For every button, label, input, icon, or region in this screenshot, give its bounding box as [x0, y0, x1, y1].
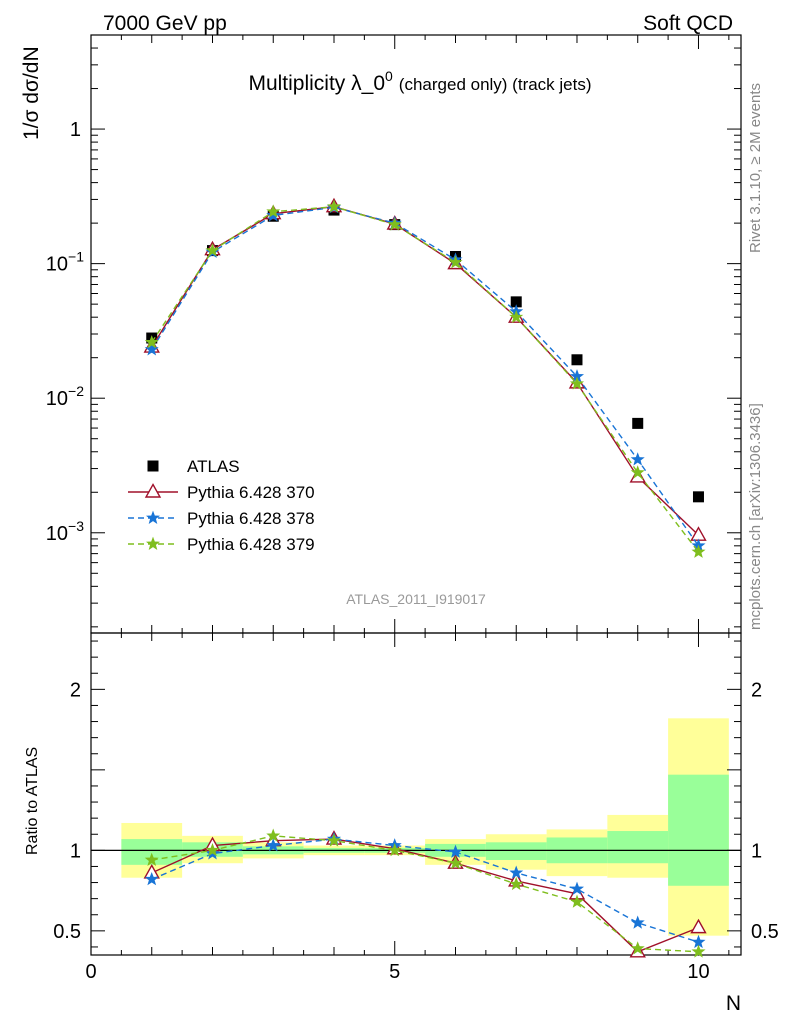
- ratio-y-tick-label-right: 0.5: [751, 921, 779, 943]
- legend-marker: [144, 483, 162, 498]
- header-left: 7000 GeV pp: [103, 12, 227, 35]
- band-green: [668, 774, 729, 886]
- main-series-point: [387, 217, 402, 231]
- ratio-y-tick-label-right: 1: [751, 840, 762, 862]
- ratio-y-tick-label-right: 2: [751, 679, 762, 701]
- main-series-point: [205, 243, 220, 257]
- main-title-sup: 0: [385, 68, 393, 84]
- band-green: [485, 842, 547, 861]
- ratio-series-point: [448, 855, 463, 870]
- main-series-line-2: [151, 206, 700, 547]
- ratio-series-point: [144, 871, 159, 886]
- ratio-xlabel: N: [726, 992, 741, 1015]
- y-tick-label: 10−3: [46, 518, 84, 545]
- ratio-y-tick-label: 0.5: [53, 921, 81, 943]
- legend-marker: [145, 536, 161, 551]
- main-series-point: [510, 296, 522, 308]
- y-tick-label: 10−2: [46, 383, 84, 410]
- main-series-point: [326, 199, 342, 213]
- main-series-point: [691, 544, 706, 558]
- main-title-text: Multiplicity λ_0: [248, 72, 385, 95]
- legend-label: Pythia 6.428 378: [187, 509, 315, 528]
- main-series-point: [630, 452, 645, 466]
- ratio-series-point: [630, 915, 645, 929]
- watermark: ATLAS_2011_I919017: [346, 591, 486, 607]
- ratio-series-point: [569, 894, 585, 908]
- x-tick-label: 10: [687, 961, 709, 983]
- ratio-y-tick-label: 1: [70, 840, 81, 862]
- x-tick-label: 5: [389, 961, 400, 983]
- ratio-series-point: [691, 944, 706, 958]
- main-series-point: [630, 465, 645, 479]
- main-series-point: [144, 342, 159, 356]
- main-ylabel: 1/σ dσ/dN: [20, 46, 43, 140]
- main-panel: Multiplicity λ_00 (charged only) (track j…: [20, 34, 742, 955]
- ratio-series-point: [387, 843, 402, 857]
- rivet-label: Rivet 3.1.10, ≥ 2M events: [747, 83, 764, 253]
- y-tick-label: 10−1: [46, 249, 84, 276]
- legend-label: Pythia 6.428 370: [187, 483, 315, 502]
- legend-label: ATLAS: [187, 457, 240, 476]
- main-series-point: [266, 204, 281, 218]
- ratio-series-line-2: [151, 835, 699, 953]
- header-right: Soft QCD: [643, 12, 733, 35]
- mcplots-label: mcplots.cern.ch [arXiv:1306.3436]: [747, 403, 764, 630]
- ratio-series-point: [509, 876, 524, 891]
- ratio-frame: [90, 632, 742, 956]
- ratio-series-point: [509, 865, 524, 879]
- ratio-panel: Ratio to ATLAS N 0 5 10 0.5 0.5 1 1 2 2: [24, 632, 779, 1015]
- band-green: [607, 831, 669, 864]
- legend-label: Pythia 6.428 379: [187, 535, 315, 554]
- main-series-point: [448, 255, 463, 269]
- main-series-point: [692, 491, 704, 503]
- legend-marker: [147, 460, 159, 472]
- main-series-line-3: [151, 205, 700, 553]
- main-series-point: [569, 376, 585, 390]
- ratio-series-point: [630, 941, 645, 955]
- main-series-point: [144, 335, 159, 349]
- ratio-series-point: [266, 828, 281, 842]
- main-series-point: [509, 309, 524, 324]
- ratio-ylabel: Ratio to ATLAS: [24, 747, 41, 855]
- ratio-series-point: [690, 918, 707, 934]
- main-title-suffix: (charged only) (track jets): [399, 75, 592, 94]
- ratio-series-point: [144, 852, 159, 867]
- ratio-series-point: [448, 844, 463, 858]
- x-tick-label: 0: [85, 961, 96, 983]
- main-series-point: [632, 417, 644, 429]
- ratio-series-point: [205, 843, 220, 857]
- main-series-point: [571, 354, 583, 366]
- ratio-series-line-1: [151, 838, 699, 943]
- ratio-series-point: [326, 833, 342, 847]
- legend-marker: [145, 510, 161, 525]
- main-title: Multiplicity λ_00 (charged only) (track j…: [248, 68, 591, 95]
- ratio-series-point: [266, 838, 281, 852]
- y-tick-label: 1: [70, 119, 81, 141]
- ratio-y-tick-label: 2: [70, 679, 81, 701]
- ratio-series-point: [569, 881, 585, 895]
